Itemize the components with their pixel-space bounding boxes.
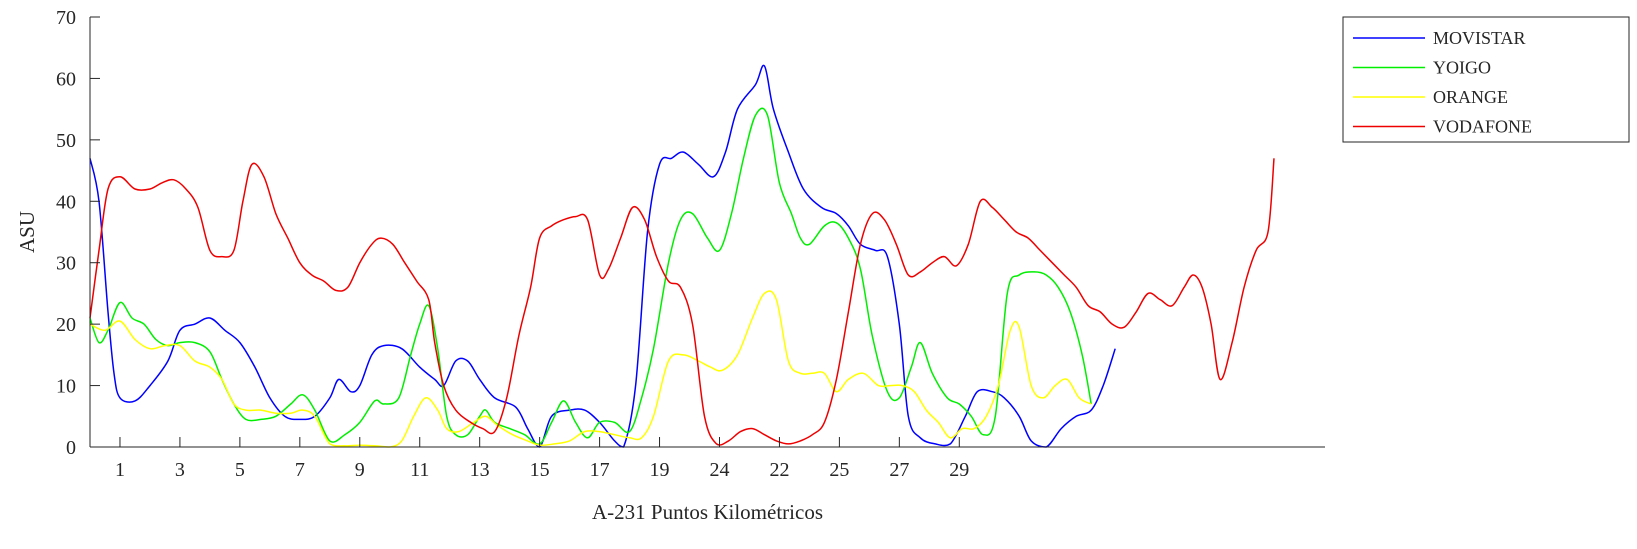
legend-items: MOVISTAR YOIGO ORANGE VODAFONE — [1353, 28, 1532, 137]
y-tick-label: 20 — [56, 314, 76, 336]
x-tick-label: 22 — [769, 459, 789, 481]
legend: MOVISTAR YOIGO ORANGE VODAFONE — [1342, 16, 1630, 143]
y-axis-title: ASU — [15, 211, 39, 253]
legend-label-movistar: MOVISTAR — [1433, 28, 1526, 48]
x-tick-label: 15 — [530, 459, 550, 481]
x-tick-label: 9 — [355, 459, 365, 481]
y-tick-label: 60 — [56, 68, 76, 90]
y-tick-label: 30 — [56, 253, 76, 275]
x-tick-label: 13 — [470, 459, 490, 481]
legend-label-yoigo: YOIGO — [1433, 58, 1491, 78]
x-axis-title: A-231 Puntos Kilométricos — [592, 500, 823, 524]
y-tick-label: 50 — [56, 130, 76, 152]
x-tick-label: 19 — [650, 459, 670, 481]
y-ticks: 0 10 20 30 40 50 60 70 — [56, 7, 100, 459]
x-tick-label: 27 — [889, 459, 909, 481]
y-tick-label: 70 — [56, 7, 76, 29]
x-tick-label: 17 — [590, 459, 610, 481]
series-line-vodafone — [89, 158, 1275, 446]
series-line-yoigo — [89, 107, 1092, 445]
x-ticks: 1 3 5 7 9 11 13 15 17 19 24 22 25 27 29 — [115, 437, 969, 481]
x-tick-label: 5 — [235, 459, 245, 481]
legend-label-vodafone: VODAFONE — [1433, 117, 1532, 137]
y-tick-label: 10 — [56, 376, 76, 398]
series-line-movistar — [89, 64, 1116, 448]
legend-label-orange: ORANGE — [1433, 87, 1508, 107]
x-tick-label: 29 — [949, 459, 969, 481]
x-tick-label: 11 — [410, 459, 429, 481]
y-tick-label: 0 — [66, 437, 76, 459]
x-tick-label: 3 — [175, 459, 185, 481]
series-layer — [89, 64, 1275, 448]
x-tick-label: 25 — [829, 459, 849, 481]
x-tick-label: 7 — [295, 459, 305, 481]
x-tick-label: 24 — [709, 459, 729, 481]
series-line-orange — [89, 290, 1092, 448]
y-tick-label: 40 — [56, 191, 76, 213]
x-tick-label: 1 — [115, 459, 125, 481]
